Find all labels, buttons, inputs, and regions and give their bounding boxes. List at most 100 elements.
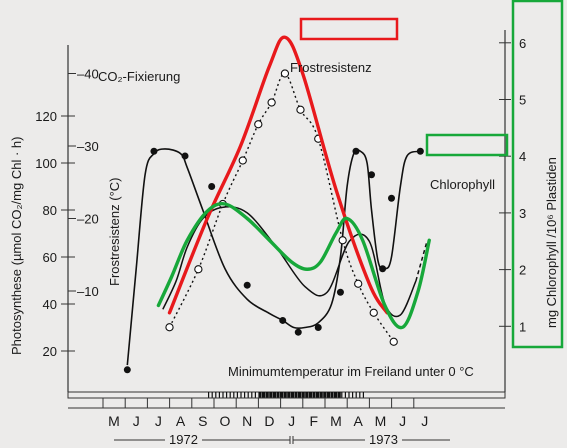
year-1972-label: 1972: [169, 432, 198, 447]
frost-day-mark: [305, 392, 309, 398]
month-tick-label: F: [310, 413, 319, 429]
month-tick-label: M: [330, 413, 342, 429]
frost-day-mark: [258, 392, 262, 398]
frost-resistance-point: [354, 279, 363, 288]
month-tick-label: A: [176, 413, 186, 429]
chlorophyll-tick-label: 1: [519, 319, 526, 334]
frost-resistance-line: [168, 72, 395, 343]
month-tick-label: J: [288, 413, 295, 429]
frost-resistance-point: [389, 337, 398, 346]
frost-axis-title: Frostresistenz (°C): [107, 178, 122, 287]
frost-day-mark: [254, 392, 256, 398]
frost-series-label: Frostresistenz: [290, 60, 372, 75]
frost-day-mark: [251, 392, 253, 398]
co2-fixation-point: [279, 316, 287, 324]
green-axis-annotation-box: [511, 0, 564, 349]
photosynthesis-axis-title: Photosynthese (µmol CO₂/mg Chl · h): [9, 137, 24, 355]
frost-day-mark: [355, 392, 357, 398]
frost-day-mark: [211, 392, 213, 398]
chlorophyll-tick-label: 3: [519, 206, 526, 221]
frost-day-mark: [244, 392, 246, 398]
frost-resistance-point: [194, 265, 203, 274]
frost-day-mark: [262, 392, 266, 398]
chlorophyll-tick-label: 4: [519, 149, 526, 164]
frost-day-mark: [362, 392, 364, 398]
frost-day-mark: [222, 392, 224, 398]
frost-resistance-point: [267, 98, 276, 107]
photosynthesis-tick-label: 120: [35, 109, 57, 124]
frost-day-mark: [359, 392, 361, 398]
frost-day-mark: [276, 392, 280, 398]
photosynthesis-tick-label: 100: [35, 156, 57, 171]
frost-tick-label: –20: [77, 212, 99, 227]
co2-fixation-point: [123, 366, 131, 374]
co2-series-label: CO₂-Fixierung: [98, 69, 180, 84]
frost-resistance-point: [338, 236, 347, 245]
photosynthesis-tick-label: 40: [43, 297, 57, 312]
frost-day-mark: [337, 392, 341, 398]
month-tick-label: A: [354, 413, 364, 429]
frost-resistance-point: [165, 323, 174, 332]
frost-day-mark: [269, 392, 273, 398]
chlorophyll-tick-label: 2: [519, 263, 526, 278]
frost-day-mark: [265, 392, 269, 398]
chlorophyll-tick-label: 6: [519, 36, 526, 51]
frost-tick-label: –30: [77, 139, 99, 154]
co2-fixation-point: [294, 328, 302, 336]
co2-fixation-point: [336, 288, 344, 296]
overlay-layer: [156, 0, 564, 349]
frost-day-mark: [348, 392, 350, 398]
frost-day-mark: [319, 392, 323, 398]
co2-fixation-point: [208, 183, 216, 190]
month-tick-label: D: [264, 413, 274, 429]
frost-resistance-point: [280, 69, 290, 78]
red-annotation-box: [299, 17, 399, 41]
co2-fixation-point: [150, 147, 158, 155]
frost-resistance-point: [238, 156, 247, 165]
frost-resistance-point: [254, 120, 263, 129]
frost-day-mark: [280, 392, 284, 398]
month-tick-label: J: [155, 413, 162, 429]
frost-day-mark: [287, 392, 291, 398]
photosynthesis-tick-label: 60: [43, 250, 57, 265]
frost-day-mark: [323, 392, 327, 398]
frost-day-mark: [326, 392, 330, 398]
chlorophyll-tick-label: 5: [519, 93, 526, 108]
month-tick-label: N: [242, 413, 252, 429]
frost-day-mark: [215, 392, 217, 398]
frost-tick-label: –40: [77, 67, 99, 82]
frost-day-mark: [233, 392, 235, 398]
green-annotation-curve: [156, 202, 431, 330]
month-tick-label: J: [399, 413, 406, 429]
frost-resistance-point: [369, 308, 378, 317]
co2-fixation-point: [314, 324, 322, 331]
frost-day-mark: [236, 392, 238, 398]
frost-day-mark: [352, 392, 354, 398]
month-tick-label: M: [108, 413, 120, 429]
frost-day-mark: [308, 392, 312, 398]
frost-day-mark: [229, 392, 231, 398]
co2-fixation-line: [126, 148, 421, 366]
frost-day-mark: [316, 392, 320, 398]
chlorophyll-axis-title: mg Chlorophyll /10⁶ Plastiden: [544, 157, 559, 328]
frost-day-mark: [298, 392, 302, 398]
co2-fixation-point: [388, 194, 395, 202]
co2-fixation-point: [416, 147, 424, 155]
month-tick-label: O: [220, 413, 231, 429]
co2-fixation-point: [379, 265, 387, 273]
month-tick-label: J: [421, 413, 428, 429]
frost-day-mark: [208, 392, 210, 398]
frost-day-mark: [290, 392, 294, 398]
co2-fixation-point: [181, 152, 189, 160]
frost-tick-label: –10: [77, 284, 99, 299]
frost-day-mark: [283, 392, 287, 398]
green-annotation-box: [425, 133, 509, 157]
frost-day-mark: [247, 392, 249, 398]
co2-fixation-point: [368, 171, 376, 179]
co2-fixation-point: [243, 281, 251, 289]
frost-day-mark: [272, 392, 276, 398]
frost-day-mark: [341, 392, 343, 398]
year-1973-label: 1973: [369, 432, 398, 447]
frost-day-mark: [330, 392, 334, 398]
